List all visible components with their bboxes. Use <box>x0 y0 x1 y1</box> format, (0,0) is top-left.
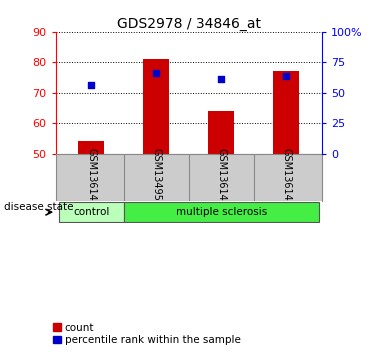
Text: multiple sclerosis: multiple sclerosis <box>175 207 267 217</box>
Text: GSM136140: GSM136140 <box>86 148 96 207</box>
Point <box>88 82 94 88</box>
FancyBboxPatch shape <box>59 202 124 222</box>
Title: GDS2978 / 34846_at: GDS2978 / 34846_at <box>117 17 261 31</box>
Point <box>218 76 224 82</box>
Bar <box>143 59 169 154</box>
Text: GSM136149: GSM136149 <box>281 148 291 207</box>
Text: control: control <box>73 207 110 217</box>
Point <box>153 70 159 76</box>
Legend: count, percentile rank within the sample: count, percentile rank within the sample <box>53 322 240 345</box>
Text: GSM136147: GSM136147 <box>216 148 226 207</box>
Text: GSM134953: GSM134953 <box>151 148 161 207</box>
Point <box>283 73 289 79</box>
Text: disease state: disease state <box>4 202 73 212</box>
Bar <box>273 72 299 154</box>
FancyBboxPatch shape <box>124 202 319 222</box>
Bar <box>78 141 104 154</box>
Bar <box>208 111 234 154</box>
